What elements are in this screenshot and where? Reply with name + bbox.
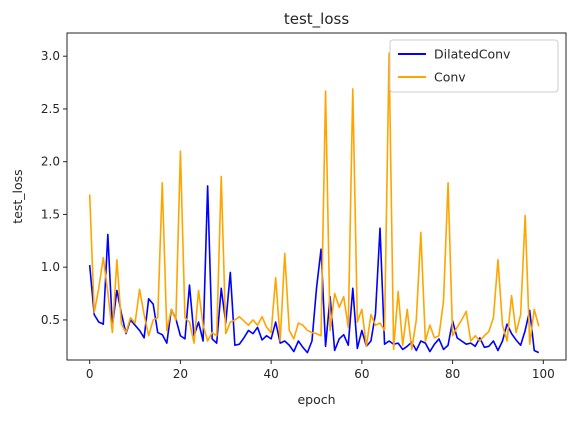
y-axis-label: test_loss: [10, 169, 25, 223]
x-tick-label: 0: [86, 367, 94, 381]
x-axis-label: epoch: [297, 392, 335, 407]
chart-title: test_loss: [284, 10, 349, 29]
series-line-dilatedconv: [88, 185, 540, 354]
legend-label-dilatedconv: DilatedConv: [434, 47, 511, 62]
x-tick-label: 80: [445, 367, 460, 381]
legend-label-conv: Conv: [434, 70, 466, 85]
x-tick-label: 20: [173, 367, 188, 381]
x-axis-ticks: 0 20 40 60 80 100: [86, 360, 555, 381]
legend-box: [389, 39, 559, 93]
y-tick-label: 2.0: [41, 155, 60, 169]
y-tick-label: 1.0: [41, 260, 60, 274]
y-tick-label: 3.0: [41, 49, 60, 63]
y-tick-label: 1.5: [41, 207, 60, 221]
y-tick-label: 2.5: [41, 102, 60, 116]
y-tick-label: 0.5: [41, 313, 60, 327]
series-line-conv: [88, 52, 540, 351]
y-axis-ticks: 0.5 1.0 1.5 2.0 2.5 3.0: [41, 49, 67, 327]
x-tick-label: 100: [532, 367, 555, 381]
x-tick-label: 60: [354, 367, 369, 381]
axes-frame: [66, 32, 567, 361]
plot-area: 0 20 40 60 80 100 0.5 1.0 1.5 2.0 2.5 3.0: [41, 32, 567, 381]
legend: DilatedConv Conv: [389, 39, 559, 93]
series-layer: [88, 52, 540, 354]
x-tick-label: 40: [263, 367, 278, 381]
